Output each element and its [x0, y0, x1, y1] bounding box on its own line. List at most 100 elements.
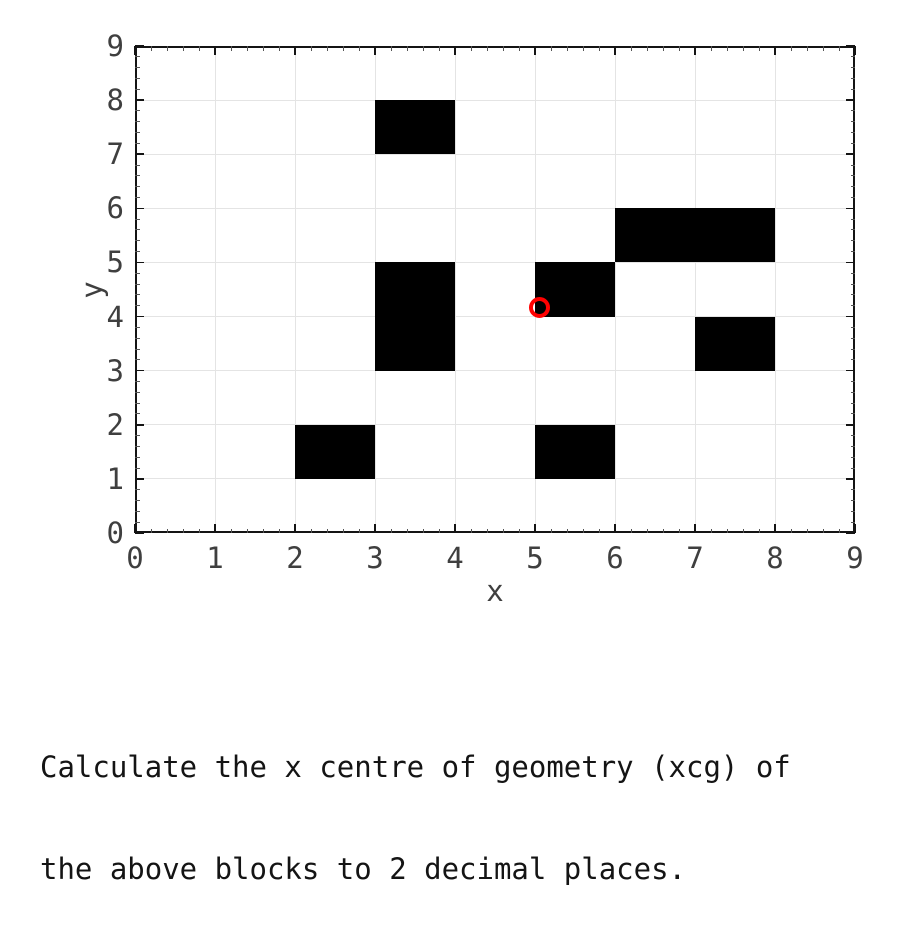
minor-tick-y [850, 500, 855, 502]
minor-tick-y [135, 348, 140, 350]
major-tick-y [846, 424, 855, 426]
minor-tick-y [135, 110, 140, 112]
block [375, 100, 455, 155]
minor-tick-y [850, 456, 855, 458]
minor-tick-y [850, 294, 855, 296]
major-tick-y [846, 478, 855, 480]
block [695, 316, 775, 371]
minor-tick-x [262, 46, 264, 51]
question-line-1: Calculate the x centre of geometry (xcg)… [40, 750, 791, 784]
minor-tick-x [566, 528, 568, 533]
major-tick-y [846, 153, 855, 155]
minor-tick-y [135, 77, 140, 79]
minor-tick-y [135, 175, 140, 177]
major-tick-x [214, 524, 216, 533]
minor-tick-y [850, 489, 855, 491]
minor-tick-x [790, 46, 792, 51]
v-gridline [614, 46, 616, 533]
minor-tick-x [278, 528, 280, 533]
minor-tick-y [850, 77, 855, 79]
y-tick-label: 9 [106, 29, 124, 63]
major-tick-x [854, 524, 856, 533]
x-axis-label: x [486, 574, 504, 608]
minor-tick-y [135, 402, 140, 404]
minor-tick-y [850, 164, 855, 166]
minor-tick-y [850, 186, 855, 188]
minor-tick-y [850, 435, 855, 437]
minor-tick-x [726, 46, 728, 51]
major-tick-x [614, 524, 616, 533]
minor-tick-x [630, 46, 632, 51]
minor-tick-y [850, 467, 855, 469]
x-tick-label: 8 [766, 541, 784, 575]
x-tick-label: 5 [526, 541, 544, 575]
minor-tick-y [135, 467, 140, 469]
minor-tick-y [135, 413, 140, 415]
major-tick-y [846, 261, 855, 264]
major-tick-x [214, 46, 216, 55]
y-tick-label: 1 [106, 461, 124, 496]
minor-tick-x [182, 46, 184, 51]
x-tick-label: 3 [366, 541, 384, 575]
minor-tick-x [582, 46, 584, 51]
major-tick-y [135, 315, 144, 318]
minor-tick-y [850, 521, 855, 523]
v-gridline [454, 46, 456, 533]
minor-tick-y [135, 218, 140, 220]
block [375, 262, 455, 371]
major-tick-x [774, 46, 776, 55]
minor-tick-x [342, 528, 344, 533]
minor-tick-x [262, 528, 264, 533]
minor-tick-y [850, 445, 855, 447]
major-tick-y [846, 315, 855, 318]
minor-tick-x [758, 46, 760, 51]
minor-tick-x [470, 46, 472, 51]
minor-tick-y [135, 67, 140, 69]
v-gridline [774, 46, 776, 533]
minor-tick-y [850, 67, 855, 69]
h-gridline [135, 316, 855, 318]
minor-tick-y [135, 359, 140, 361]
minor-tick-y [850, 326, 855, 328]
x-tick-label: 4 [446, 541, 464, 575]
minor-tick-y [135, 294, 140, 296]
minor-tick-x [678, 528, 680, 533]
y-tick-label: 7 [106, 137, 124, 172]
major-tick-x [454, 524, 456, 533]
major-tick-y [135, 153, 144, 155]
major-tick-x [374, 524, 376, 533]
y-tick-label: 5 [106, 245, 124, 280]
minor-tick-y [135, 240, 140, 242]
minor-tick-y [135, 272, 140, 274]
major-tick-x [454, 46, 456, 55]
x-tick-label: 7 [686, 541, 704, 575]
x-tick-label: 9 [846, 541, 864, 575]
minor-tick-x [422, 528, 424, 533]
minor-tick-x [582, 528, 584, 533]
minor-tick-x [486, 46, 488, 51]
major-tick-y [135, 261, 144, 264]
minor-tick-x [838, 46, 840, 51]
minor-tick-y [850, 251, 855, 253]
h-gridline [135, 207, 855, 209]
minor-tick-y [850, 348, 855, 350]
minor-tick-y [135, 197, 140, 198]
minor-tick-x [358, 528, 360, 533]
h-gridline [135, 370, 855, 372]
minor-tick-y [135, 489, 140, 491]
minor-tick-y [850, 283, 855, 285]
major-tick-x [134, 46, 136, 55]
minor-tick-y [850, 175, 855, 177]
major-tick-y [135, 478, 144, 480]
minor-tick-y [850, 121, 855, 123]
minor-tick-x [758, 528, 760, 533]
major-tick-y [846, 369, 855, 372]
plot-area [134, 45, 856, 534]
minor-tick-x [646, 528, 648, 533]
minor-tick-x [598, 46, 600, 51]
minor-tick-x [198, 528, 200, 533]
minor-tick-x [150, 46, 152, 51]
minor-tick-x [470, 528, 472, 533]
minor-tick-x [678, 46, 680, 51]
